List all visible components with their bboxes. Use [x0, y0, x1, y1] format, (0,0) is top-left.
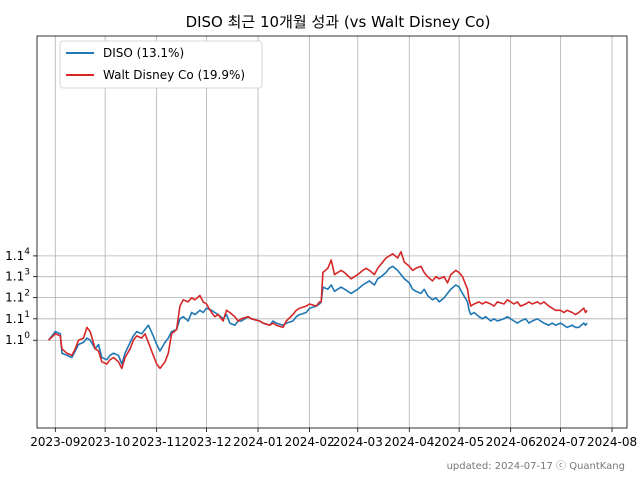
legend-label-walt-disney: Walt Disney Co (19.9%) [103, 68, 245, 82]
y-tick-base: 1.1 [5, 312, 24, 326]
chart-title: DISO 최근 10개월 성과 (vs Walt Disney Co) [186, 13, 491, 31]
y-tick-label: 1.14 [5, 247, 30, 263]
y-tick-exponent: 4 [24, 247, 30, 257]
svg-text:1.10: 1.10 [5, 331, 30, 347]
series-line-diso [47, 265, 588, 365]
y-tick-exponent: 1 [24, 310, 30, 320]
x-tick-label: 2024-03 [333, 435, 383, 449]
x-tick-label: 2023-11 [132, 435, 182, 449]
y-tick-base: 1.1 [5, 333, 24, 347]
y-tick-exponent: 2 [24, 289, 30, 299]
updated-footer: updated: 2024-07-17 ⓒ QuantKang [447, 460, 625, 472]
y-tick-label: 1.12 [5, 289, 30, 305]
series-lines [47, 251, 588, 370]
y-gridlines [37, 255, 627, 341]
x-tick-label: 2024-02 [284, 435, 334, 449]
x-tick-label: 2024-01 [233, 435, 283, 449]
y-tick-exponent: 0 [24, 331, 30, 341]
legend: DISO (13.1%) Walt Disney Co (19.9%) [59, 40, 263, 89]
svg-text:1.12: 1.12 [5, 289, 30, 305]
x-tick-label: 2024-04 [384, 435, 434, 449]
x-tick-label: 2024-07 [535, 435, 585, 449]
y-tick-label: 1.10 [5, 331, 30, 347]
y-tick-base: 1.1 [5, 291, 24, 305]
x-gridlines [54, 36, 613, 428]
y-tick-exponent: 3 [24, 268, 30, 278]
plot-area-frame [36, 35, 628, 429]
x-tick-label: 2023-09 [30, 435, 80, 449]
x-axis-ticks: 2023-09 2023-10 2023-11 2023-12 2024-01 2024-… [30, 428, 637, 449]
x-tick-label: 2023-10 [80, 435, 130, 449]
series-line-walt-disney [48, 251, 588, 370]
legend-frame [59, 40, 263, 89]
svg-text:1.11: 1.11 [5, 310, 30, 326]
svg-text:1.14: 1.14 [5, 247, 30, 263]
y-tick-label: 1.11 [5, 310, 30, 326]
x-tick-label: 2024-05 [434, 435, 484, 449]
y-tick-label: 1.13 [5, 268, 30, 284]
x-tick-label: 2024-06 [486, 435, 536, 449]
x-tick-label: 2024-08 [587, 435, 637, 449]
y-tick-base: 1.1 [5, 270, 24, 284]
y-tick-base: 1.1 [5, 249, 24, 263]
svg-text:1.13: 1.13 [5, 268, 30, 284]
x-tick-label: 2023-12 [181, 435, 231, 449]
y-axis-ticks: 1.10 1.11 1.12 1.13 1.14 [5, 247, 37, 347]
legend-label-diso: DISO (13.1%) [103, 46, 184, 60]
